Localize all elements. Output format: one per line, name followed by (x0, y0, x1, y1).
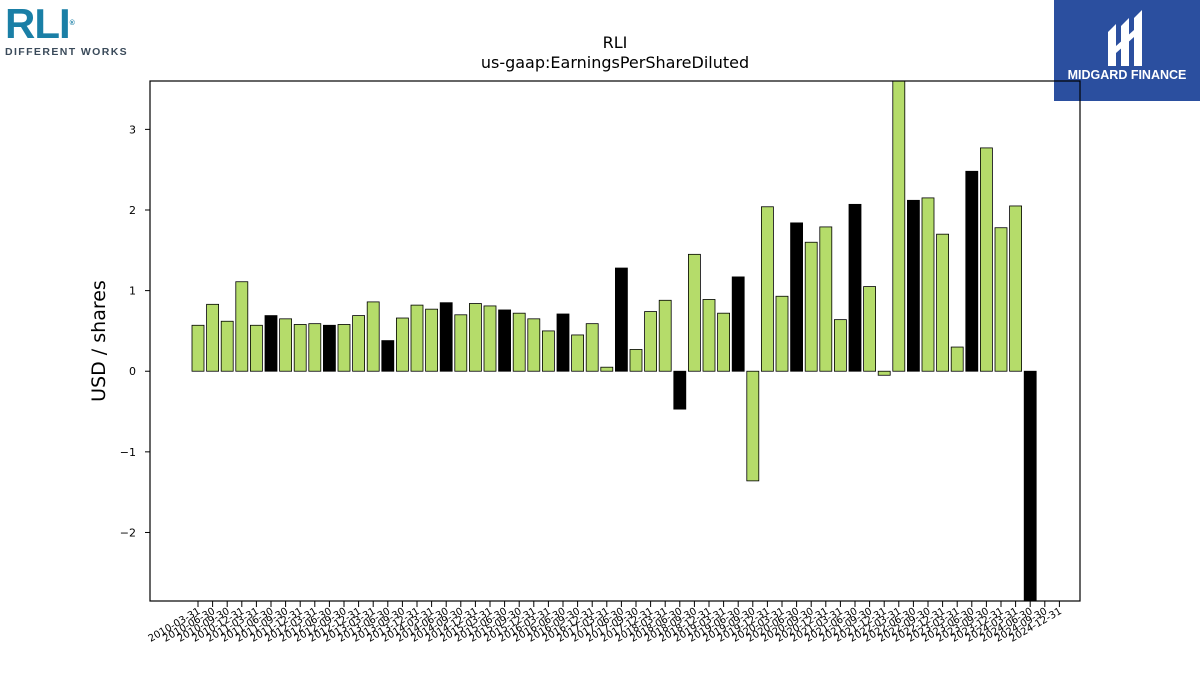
bar-2010-09-30 (220, 320, 234, 372)
bar-2011-09-30 (279, 318, 293, 372)
bar-2018-06-30 (673, 370, 687, 410)
y-tick-label: −1 (120, 446, 136, 459)
bar-2022-09-30 (921, 197, 935, 372)
bar-group (191, 80, 1037, 602)
bar-2022-03-31 (892, 80, 906, 372)
bar-2015-03-31 (483, 305, 497, 372)
bar-2012-09-30 (337, 324, 351, 372)
y-tick-label: 0 (129, 365, 136, 378)
bar-2017-06-30 (615, 267, 628, 372)
bar-2018-03-31 (658, 299, 672, 372)
bar-2010-03-31 (191, 324, 205, 372)
bar-2014-12-31 (468, 303, 482, 372)
bar-2019-03-31 (717, 312, 730, 372)
bar-2024-06-30 (1023, 370, 1037, 602)
y-tick-label: 1 (129, 285, 136, 298)
y-tick-label: −2 (120, 526, 136, 539)
bar-2021-12-31 (877, 370, 891, 376)
bar-2022-06-30 (907, 199, 920, 372)
bar-2020-12-31 (819, 226, 833, 372)
bar-2017-09-30 (629, 349, 643, 372)
publisher-logo: MIDGARD FINANCE (1054, 0, 1200, 101)
y-axis: −2 −1 0 1 2 3 (120, 123, 150, 539)
bar-2012-06-30 (322, 324, 336, 372)
plot-frame (149, 80, 1081, 602)
bar-2015-06-30 (498, 309, 512, 372)
company-logo-mark: RLI® (5, 0, 75, 47)
bar-2012-03-31 (308, 323, 322, 372)
bar-2014-06-30 (439, 302, 453, 372)
bar-2014-03-31 (425, 308, 439, 372)
bar-2023-06-30 (965, 170, 979, 372)
chart-title: RLI (603, 33, 628, 52)
bar-2020-03-31 (775, 295, 789, 372)
bar-2014-09-30 (454, 314, 468, 372)
bar-2021-09-30 (863, 286, 876, 372)
bar-2015-09-30 (512, 312, 526, 372)
x-axis: 2010-03-312010-06-302010-09-302010-12-31… (147, 601, 1064, 645)
chart-subtitle: us-gaap:EarningsPerShareDiluted (481, 53, 749, 72)
bar-2013-06-30 (381, 340, 395, 372)
bar-2012-12-31 (352, 315, 366, 372)
bar-2010-06-30 (206, 303, 220, 372)
publisher-emblem-icon (1108, 10, 1142, 66)
bar-2018-12-31 (702, 299, 716, 372)
bar-2015-12-31 (527, 318, 541, 372)
bar-2024-03-31 (1009, 205, 1022, 372)
bar-2023-03-31 (950, 346, 964, 372)
bar-2019-09-30 (746, 370, 760, 482)
bar-2010-12-31 (235, 281, 249, 372)
y-tick-label: 2 (129, 204, 136, 217)
bar-2023-09-30 (980, 147, 993, 372)
y-axis-label: USD / shares (88, 280, 110, 402)
bar-2016-09-30 (571, 334, 584, 372)
bar-2021-03-31 (834, 319, 847, 372)
publisher-name: MIDGARD FINANCE (1067, 68, 1187, 82)
bar-2016-12-31 (585, 323, 599, 372)
bar-2011-03-31 (249, 324, 263, 372)
bar-2013-09-30 (395, 317, 409, 372)
y-tick-label: 3 (129, 123, 136, 136)
company-logo: RLI® DIFFERENT WORKS (5, 0, 135, 60)
bar-2019-12-31 (761, 206, 774, 372)
bar-2017-03-31 (600, 366, 614, 372)
bar-2023-12-31 (994, 227, 1008, 372)
bar-2019-06-30 (731, 276, 745, 372)
bar-2011-06-30 (264, 315, 278, 372)
bar-2020-06-30 (790, 222, 803, 372)
bar-2016-03-31 (542, 330, 555, 372)
bar-2018-09-30 (688, 253, 701, 372)
bar-2011-12-31 (293, 324, 307, 372)
bar-2020-09-30 (804, 241, 818, 372)
bar-2022-12-31 (936, 233, 949, 372)
bar-2013-03-31 (366, 301, 380, 372)
bar-2013-12-31 (410, 304, 424, 372)
bar-2016-06-30 (556, 313, 570, 372)
bar-2017-12-31 (644, 311, 657, 372)
bar-2021-06-30 (848, 203, 862, 372)
company-tagline: DIFFERENT WORKS (5, 46, 129, 58)
